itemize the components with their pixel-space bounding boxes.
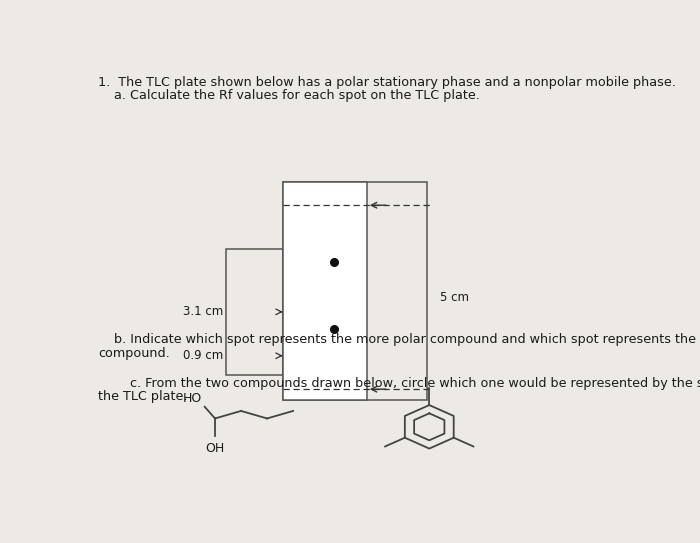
Text: 0.9 cm: 0.9 cm: [183, 349, 223, 362]
Text: c. From the two compounds drawn below, circle which one would be represented by : c. From the two compounds drawn below, c…: [98, 377, 700, 390]
Bar: [283, 182, 426, 400]
Text: 3.1 cm: 3.1 cm: [183, 305, 223, 318]
Text: a. Calculate the Rf values for each spot on the TLC plate.: a. Calculate the Rf values for each spot…: [98, 90, 480, 103]
Text: OH: OH: [205, 442, 225, 455]
Text: 1.  The TLC plate shown below has a polar stationary phase and a nonpolar mobile: 1. The TLC plate shown below has a polar…: [98, 75, 676, 89]
Text: compound.: compound.: [98, 346, 170, 359]
Text: HO: HO: [183, 392, 202, 405]
Text: the TLC plate.: the TLC plate.: [98, 390, 188, 403]
Text: b. Indicate which spot represents the more polar compound and which spot represe: b. Indicate which spot represents the mo…: [98, 333, 700, 346]
Bar: [283, 182, 367, 400]
Bar: [226, 249, 283, 375]
Text: 5 cm: 5 cm: [440, 291, 469, 304]
